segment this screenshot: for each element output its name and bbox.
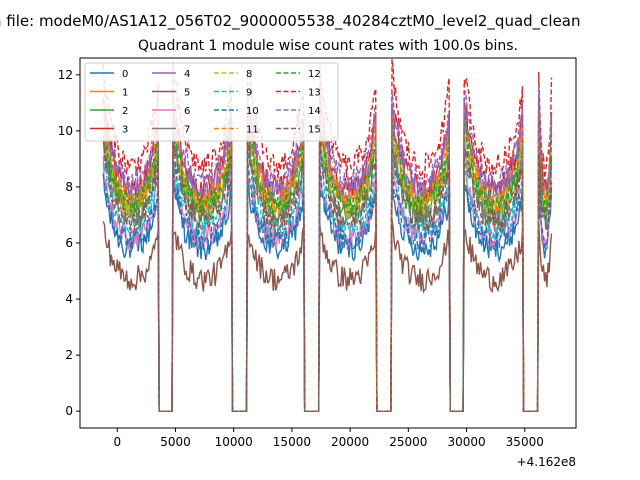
legend-label-0: 0 — [122, 69, 128, 80]
y-tick-label: 4 — [65, 292, 73, 306]
y-tick-label: 10 — [58, 124, 73, 138]
chart-title: Quadrant 1 module wise count rates with … — [138, 38, 518, 54]
legend-label-5: 5 — [184, 88, 190, 99]
legend-label-14: 14 — [308, 106, 321, 117]
legend-label-9: 9 — [246, 88, 252, 99]
x-tick-label: 35000 — [506, 435, 544, 449]
series-line-12 — [102, 113, 553, 412]
axes-frame — [79, 57, 577, 429]
x-axis: 0 5000 10000 15000 20000 25000 30000 35000 — [113, 428, 544, 449]
legend-label-4: 4 — [184, 69, 190, 80]
legend-label-1: 1 — [122, 88, 128, 99]
series-line-10 — [102, 161, 553, 412]
y-tick-label: 8 — [65, 180, 73, 194]
legend-label-7: 7 — [184, 125, 190, 136]
legend-label-11: 11 — [246, 125, 259, 136]
x-tick-label: 20000 — [331, 435, 369, 449]
y-tick-label: 0 — [65, 404, 73, 418]
legend-label-10: 10 — [246, 106, 259, 117]
y-tick-label: 6 — [65, 236, 73, 250]
x-tick-label: 15000 — [273, 435, 311, 449]
legend-label-12: 12 — [308, 69, 321, 80]
legend-label-15: 15 — [308, 125, 321, 136]
x-tick-label: 0 — [113, 435, 121, 449]
x-offset-label: +4.162e8 — [517, 455, 576, 469]
legend-label-2: 2 — [122, 106, 128, 117]
series-line-15 — [102, 136, 553, 412]
legend-label-3: 3 — [122, 125, 128, 136]
series-line-11 — [102, 103, 553, 412]
x-tick-label: 25000 — [389, 435, 427, 449]
legend-label-13: 13 — [308, 88, 321, 99]
series-line-7 — [102, 131, 553, 412]
y-axis: 0 2 4 6 8 10 12 — [58, 68, 80, 418]
y-tick-label: 12 — [58, 68, 73, 82]
y-tick-label: 2 — [65, 348, 73, 362]
legend-box — [84, 62, 339, 142]
series-line-9 — [102, 145, 553, 412]
legend-label-8: 8 — [246, 69, 252, 80]
series-line-5 — [102, 218, 553, 412]
x-tick-label: 10000 — [215, 435, 253, 449]
figure-suptitle: n file: modeM0/AS1A12_056T02_9000005538_… — [0, 12, 581, 31]
legend-label-6: 6 — [184, 106, 190, 117]
x-tick-label: 5000 — [160, 435, 191, 449]
x-tick-label: 30000 — [447, 435, 485, 449]
